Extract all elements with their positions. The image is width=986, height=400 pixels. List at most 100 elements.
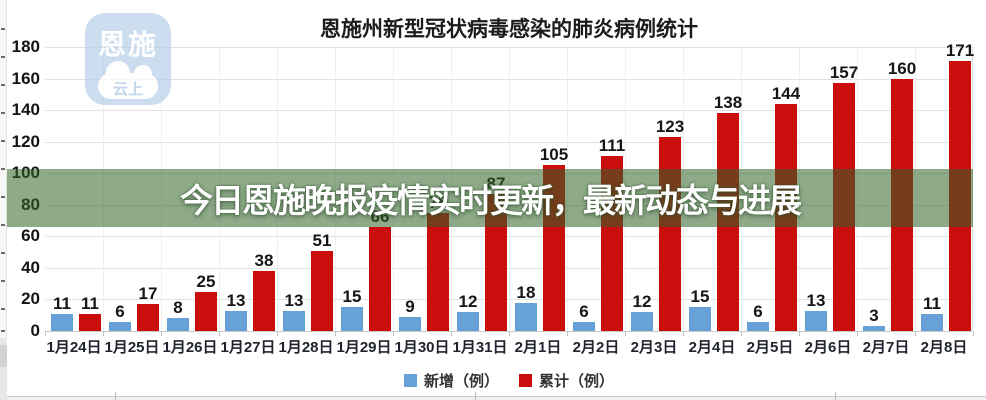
sliver-tick [1, 308, 5, 310]
bar-new-cases [399, 316, 421, 331]
left-crop-sliver [0, 0, 7, 400]
x-axis-tick [915, 331, 916, 336]
sliver-tick [1, 196, 5, 198]
logo-text-yunshang: 云上 [112, 81, 143, 98]
left-crop-sliver-bottom [0, 338, 7, 400]
bar-cumulative-cases [485, 193, 507, 331]
bar-new-cases [863, 326, 885, 331]
x-tick-label: 2月5日 [746, 339, 794, 356]
chart-title: 恩施州新型冠状病毒感染的肺炎病例统计 [320, 17, 698, 41]
x-axis-tick [161, 331, 162, 336]
sliver-tick [1, 28, 5, 30]
bar-new-cases [921, 313, 943, 331]
legend-swatch [403, 373, 417, 387]
x-tick-label: 1月31日 [452, 339, 508, 356]
sliver-tick [1, 168, 5, 170]
bar-value-label: 6 [579, 301, 589, 321]
sliver-tick [1, 280, 5, 282]
bar-new-cases [747, 321, 769, 331]
bar-value-label: 38 [254, 251, 274, 271]
bar-value-label: 144 [771, 83, 801, 103]
y-tick-label: 40 [21, 257, 40, 277]
legend-label: 新增（例） [423, 372, 499, 390]
bar-value-label: 123 [655, 116, 685, 136]
bar-value-label: 13 [226, 290, 246, 310]
bar-value-label: 11 [53, 293, 71, 313]
bar-value-label: 105 [539, 145, 569, 165]
bottom-strip-tick [115, 392, 116, 400]
bar-new-cases [805, 310, 827, 331]
bar-new-cases [225, 310, 247, 331]
y-tick-label: 20 [21, 289, 40, 309]
headline-text: 今日恩施晚报疫情实时更新，最新动态与进展 [180, 182, 802, 219]
x-axis-tick [103, 331, 104, 336]
x-axis-tick [393, 331, 394, 336]
sliver-tick [1, 252, 5, 254]
bar-value-label: 17 [138, 284, 158, 304]
headline-banner: 今日恩施晚报疫情实时更新，最新动态与进展 [7, 169, 973, 227]
bar-cumulative-cases [195, 291, 217, 331]
gridline-horizontal [45, 267, 972, 269]
bar-value-label: 6 [115, 301, 125, 321]
legend-label: 累计（例） [539, 372, 615, 390]
x-axis-tick [567, 331, 568, 336]
x-axis: 1月24日 1月25日 1月26日 1月27日 1月28日 1月29日 1月30日 1月31日… [45, 336, 973, 356]
gridline-horizontal [45, 47, 972, 48]
bar-new-cases [457, 312, 479, 331]
bar-cumulative-cases [79, 313, 101, 331]
x-tick-label: 2月3日 [630, 339, 678, 356]
bar-new-cases [167, 318, 189, 331]
y-tick-label: 120 [11, 131, 40, 151]
bar-value-label: 15 [690, 287, 710, 307]
x-axis-tick [45, 331, 46, 336]
x-tick-label: 2月7日 [862, 339, 910, 356]
bar-value-label: 51 [312, 230, 332, 250]
bar-cumulative-cases [253, 271, 275, 331]
cloud-icon [98, 61, 158, 99]
bar-new-cases [283, 310, 305, 331]
x-tick-label: 2月8日 [920, 339, 968, 356]
bar-cumulative-cases [659, 136, 681, 331]
sliver-tick [1, 330, 5, 332]
bar-value-label: 12 [632, 292, 652, 312]
legend-swatch [519, 373, 532, 387]
bar-value-label: 13 [806, 290, 826, 310]
bar-value-label: 15 [342, 287, 362, 307]
y-tick-label: 160 [11, 68, 40, 88]
x-axis-tick [683, 331, 684, 336]
sliver-tick [1, 224, 5, 226]
y-tick-label: 0 [30, 321, 40, 340]
bar-new-cases [631, 312, 653, 331]
bar-value-label: 111 [598, 135, 626, 155]
x-tick-label: 2月6日 [804, 339, 852, 356]
legend: 新增（例） 累计（例） [45, 370, 973, 390]
legend-item: 新增（例） [403, 370, 499, 391]
x-axis-tick [277, 331, 278, 336]
x-tick-label: 1月27日 [220, 339, 276, 356]
x-axis-tick [973, 331, 974, 336]
sliver-tick [1, 140, 5, 142]
x-tick-label: 1月24日 [46, 339, 102, 356]
bar-value-label: 18 [516, 282, 536, 302]
bar-value-label: 13 [284, 290, 304, 310]
gridline-horizontal [45, 299, 972, 301]
bar-value-label: 12 [458, 292, 478, 312]
gridline-horizontal [45, 331, 972, 332]
legend-item: 累计（例） [519, 370, 614, 391]
sliver-tick [1, 56, 5, 58]
x-tick-label: 1月28日 [278, 339, 334, 356]
bar-value-label: 6 [753, 301, 763, 321]
bar-value-label: 171 [945, 41, 975, 61]
bar-value-label: 9 [405, 296, 415, 316]
y-tick-label: 180 [11, 37, 40, 56]
bar-value-label: 138 [713, 93, 743, 113]
sliver-tick [1, 112, 5, 114]
bar-new-cases [51, 313, 73, 331]
x-tick-label: 1月29日 [336, 339, 392, 356]
x-tick-label: 2月2日 [572, 339, 620, 356]
bar-value-label: 160 [887, 58, 917, 78]
x-tick-label: 2月4日 [688, 339, 736, 356]
bottom-strip-tick [475, 392, 476, 400]
sliver-tick [1, 84, 5, 86]
